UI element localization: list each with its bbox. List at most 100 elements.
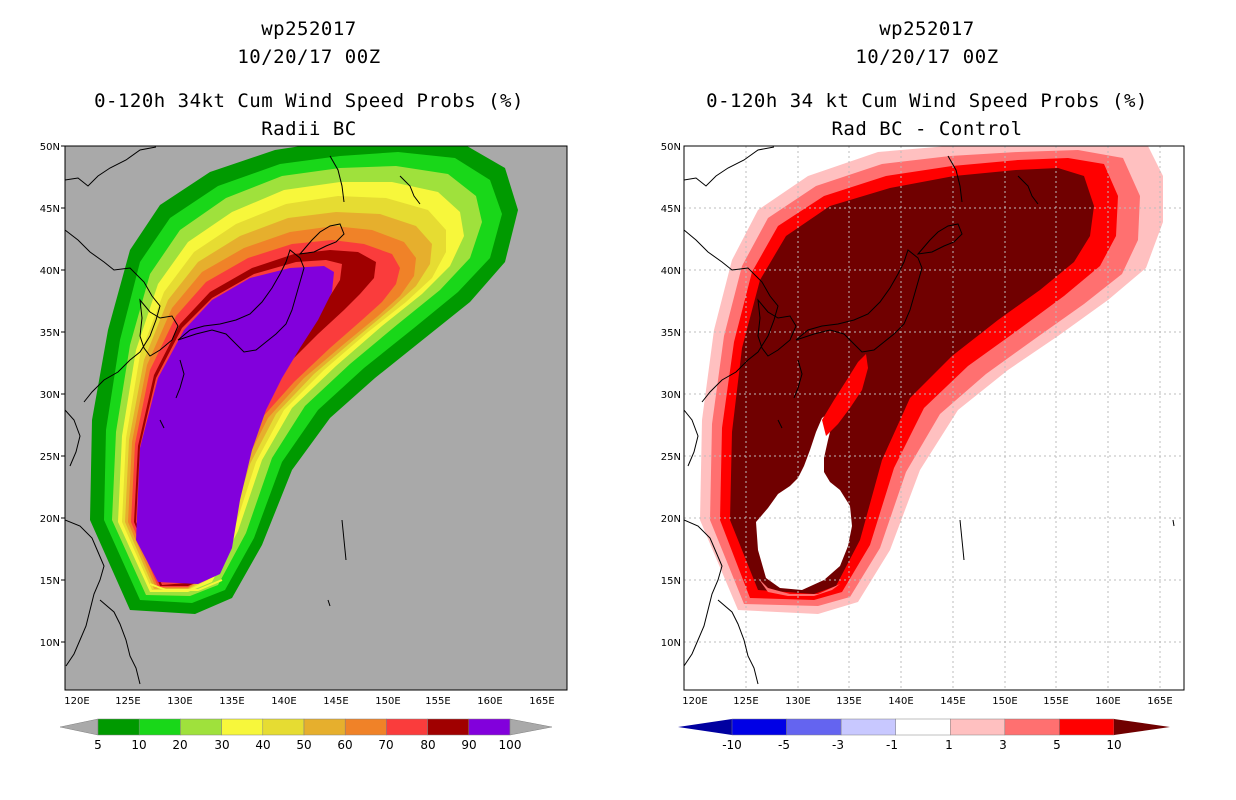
left-colorbar-label: 10 — [131, 738, 146, 752]
right-colorbar-swatch — [731, 718, 787, 736]
right-lon-label: 120E — [682, 696, 707, 707]
left-panel: wp252017 10/20/17 00Z 0-120h 34kt Cum Wi… — [40, 18, 568, 752]
left-colorbar — [59, 718, 553, 736]
left-lon-label: 165E — [529, 696, 554, 707]
left-lat-label: 35N — [40, 328, 60, 339]
left-lat-label: 10N — [40, 638, 60, 649]
left-lon-label: 135E — [219, 696, 244, 707]
right-colorbar-label: 1 — [945, 738, 953, 752]
right-lon-label: 130E — [785, 696, 810, 707]
left-colorbar-label: 80 — [420, 738, 435, 752]
right-gridlines — [684, 146, 1184, 690]
right-lon-label: 135E — [836, 696, 861, 707]
right-contour-5-rim — [758, 578, 840, 596]
left-lon-label: 155E — [425, 696, 450, 707]
right-lon-label: 150E — [992, 696, 1017, 707]
right-colorbar-labels: -10 -5 -3 -1 1 3 5 10 — [722, 738, 1121, 752]
left-lon-label: 145E — [323, 696, 348, 707]
left-colorbar-label: 50 — [296, 738, 311, 752]
right-title-run: Rad BC - Control — [831, 118, 1023, 140]
right-lon-label: 140E — [888, 696, 913, 707]
right-lat-label: 40N — [661, 266, 681, 277]
right-colorbar-swatch — [786, 718, 842, 736]
right-colorbar-label: 5 — [1053, 738, 1061, 752]
right-colorbar-swatch — [950, 718, 1006, 736]
right-panel: wp252017 10/20/17 00Z 0-120h 34 kt Cum W… — [618, 0, 1236, 800]
left-lon-label: 120E — [64, 696, 89, 707]
left-colorbar-swatch — [468, 718, 511, 736]
left-colorbar-swatch — [97, 718, 140, 736]
left-colorbar-arrow-high — [509, 718, 553, 736]
right-lat-label: 10N — [661, 638, 681, 649]
left-contour-90-rim — [149, 579, 223, 591]
right-colorbar-label: -5 — [778, 738, 790, 752]
right-contour-negative-hole — [756, 412, 852, 590]
left-contour-100 — [136, 266, 334, 584]
right-colorbar-label: -1 — [886, 738, 898, 752]
right-lon-label: 160E — [1095, 696, 1120, 707]
left-colorbar-label: 40 — [255, 738, 270, 752]
right-lon-label: 165E — [1147, 696, 1172, 707]
right-lat-label: 35N — [661, 328, 681, 339]
left-map-frame — [61, 145, 568, 691]
left-colorbar-label: 70 — [378, 738, 393, 752]
left-colorbar-label: 90 — [461, 738, 476, 752]
left-colorbar-swatch — [221, 718, 264, 736]
left-colorbar-label: 60 — [337, 738, 352, 752]
left-lat-label: 40N — [40, 266, 60, 277]
right-coastlines — [684, 146, 1175, 685]
right-title-product: 0-120h 34 kt Cum Wind Speed Probs (%) — [706, 90, 1148, 112]
right-lat-labels: 50N 45N 40N 35N 30N 25N 20N 15N 10N — [661, 142, 681, 649]
left-lon-label: 160E — [477, 696, 502, 707]
right-colorbar — [678, 718, 1170, 736]
right-colorbar-swatch — [1004, 718, 1060, 736]
right-colorbar-swatch — [895, 718, 951, 736]
left-coastlines — [65, 146, 421, 685]
right-colorbar-label: 3 — [999, 738, 1007, 752]
right-colorbar-arrow-high — [1114, 719, 1170, 735]
right-colorbar-label: 10 — [1106, 738, 1121, 752]
left-colorbar-label: 20 — [172, 738, 187, 752]
left-title-storm: wp252017 — [261, 18, 357, 40]
right-lat-label: 20N — [661, 514, 681, 525]
left-lat-labels: 50N 45N 40N 35N 30N 25N 20N 15N 10N — [40, 142, 60, 649]
right-colorbar-swatch — [840, 718, 896, 736]
left-lon-label: 150E — [375, 696, 400, 707]
left-colorbar-arrow-low — [59, 718, 99, 736]
left-title-run: Radii BC — [261, 118, 357, 140]
left-colorbar-swatch — [303, 718, 346, 736]
right-title-date: 10/20/17 00Z — [855, 46, 999, 68]
right-lon-labels: 120E 125E 130E 135E 140E 145E 150E 155E … — [682, 696, 1172, 707]
left-colorbar-swatch — [138, 718, 181, 736]
left-colorbar-labels: 5 10 20 30 40 50 60 70 80 90 100 — [94, 738, 521, 752]
left-lon-label: 130E — [167, 696, 192, 707]
left-colorbar-label: 5 — [94, 738, 102, 752]
left-map: 50N 45N 40N 35N 30N 25N 20N 15N 10N 120E… — [40, 142, 568, 752]
right-lat-label: 15N — [661, 576, 681, 587]
left-colorbar-swatch — [180, 718, 222, 736]
right-lon-label: 155E — [1043, 696, 1068, 707]
left-lat-label: 45N — [40, 204, 60, 215]
right-colorbar-label: -3 — [832, 738, 844, 752]
left-lon-label: 125E — [115, 696, 140, 707]
right-colorbar-swatch — [1059, 718, 1115, 736]
left-lon-label: 140E — [271, 696, 296, 707]
left-lat-label: 50N — [40, 142, 60, 153]
left-colorbar-swatch — [427, 718, 470, 736]
right-lon-label: 125E — [733, 696, 758, 707]
left-lon-labels: 120E 125E 130E 135E 140E 145E 150E 155E … — [64, 696, 554, 707]
left-lat-label: 20N — [40, 514, 60, 525]
right-lon-label: 145E — [940, 696, 965, 707]
right-lat-label: 45N — [661, 204, 681, 215]
right-colorbar-arrow-low — [678, 719, 732, 735]
left-colorbar-swatch — [344, 718, 387, 736]
left-colorbar-label: 100 — [499, 738, 522, 752]
left-lat-label: 15N — [40, 576, 60, 587]
right-title-storm: wp252017 — [879, 18, 975, 40]
right-lat-label: 25N — [661, 452, 681, 463]
right-contour-positive-tongue — [822, 354, 868, 436]
right-map: 50N 45N 40N 35N 30N 25N 20N 15N 10N 120E… — [661, 142, 1185, 752]
right-difference-contours — [700, 146, 1163, 614]
right-map-frame — [683, 145, 1185, 691]
left-colorbar-swatch — [386, 718, 428, 736]
